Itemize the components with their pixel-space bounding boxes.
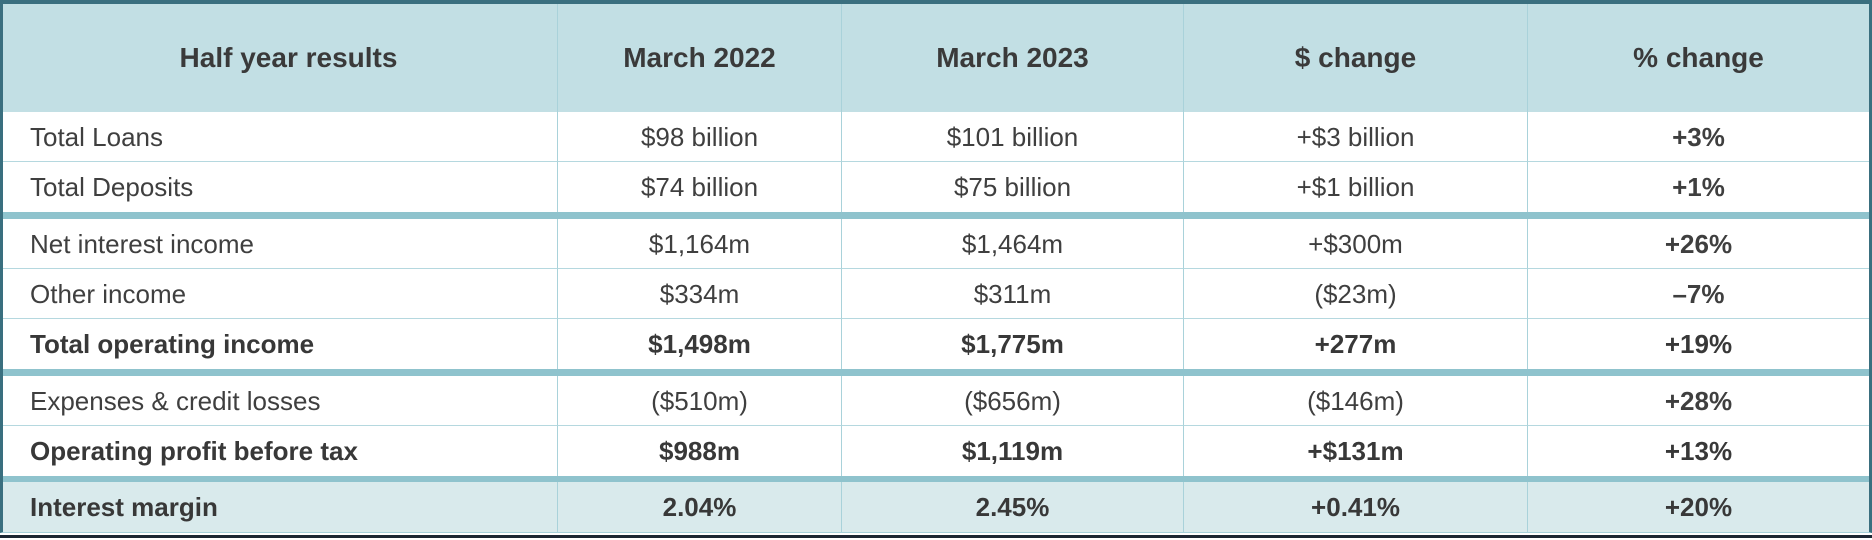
column-header-percent-change: % change <box>1633 42 1764 73</box>
percent-change-cell: +13% <box>1664 436 1733 466</box>
table-row-total-loans: Total Loans $98 billion $101 billion +$3… <box>3 112 1869 162</box>
row-label-cell: Total Deposits <box>3 162 558 212</box>
march-2022-cell: $1,164m <box>558 219 842 269</box>
table-row-other-income: Other income $334m $311m ($23m) –7% <box>3 269 1869 319</box>
percent-change-cell: +1% <box>1672 172 1725 202</box>
column-header-half-year-results: Half year results <box>3 4 558 112</box>
table-row-expenses-credit-losses: Expenses & credit losses ($510m) ($656m)… <box>3 376 1869 426</box>
dollar-change-cell: +277m <box>1184 319 1528 369</box>
table-row-total-operating-income: Total operating income $1,498m $1,775m +… <box>3 319 1869 369</box>
table-row-total-deposits: Total Deposits $74 billion $75 billion +… <box>3 162 1869 212</box>
march-2023-cell: $1,464m <box>842 219 1184 269</box>
march-2023-cell: $101 billion <box>842 112 1184 162</box>
percent-change-cell: +20% <box>1664 492 1733 522</box>
row-label-cell: Total Loans <box>3 112 558 162</box>
column-header-dollar-change: $ change <box>1184 4 1528 112</box>
column-header-march-2022: March 2022 <box>558 4 842 112</box>
dollar-change-cell: ($146m) <box>1184 376 1528 426</box>
march-2022-cell: $98 billion <box>558 112 842 162</box>
section-divider <box>3 369 1869 376</box>
bottom-rule <box>0 535 1872 538</box>
table-row-net-interest-income: Net interest income $1,164m $1,464m +$30… <box>3 219 1869 269</box>
percent-change-cell: +19% <box>1664 329 1733 359</box>
march-2022-cell: $988m <box>558 426 842 476</box>
table-row-operating-profit-before-tax: Operating profit before tax $988m $1,119… <box>3 426 1869 476</box>
row-label-cell: Expenses & credit losses <box>3 376 558 426</box>
percent-change-cell: +26% <box>1528 219 1869 269</box>
march-2022-cell: ($510m) <box>558 376 842 426</box>
march-2023-cell: $1,119m <box>842 426 1184 476</box>
march-2022-cell: 2.04% <box>558 482 842 532</box>
row-label-cell: Interest margin <box>3 482 558 532</box>
march-2023-cell: ($656m) <box>842 376 1184 426</box>
dollar-change-cell: +$131m <box>1184 426 1528 476</box>
march-2023-cell: $311m <box>842 269 1184 319</box>
row-label-cell: Operating profit before tax <box>3 426 558 476</box>
dollar-change-cell: +$3 billion <box>1184 112 1528 162</box>
dollar-change-cell: +0.41% <box>1184 482 1528 532</box>
row-label-cell: Net interest income <box>3 219 558 269</box>
march-2023-cell: 2.45% <box>842 482 1184 532</box>
section-divider <box>3 476 1869 482</box>
march-2023-cell: $75 billion <box>842 162 1184 212</box>
row-label-cell: Total operating income <box>3 319 558 369</box>
march-2022-cell: $74 billion <box>558 162 842 212</box>
dollar-change-cell: +$300m <box>1184 219 1528 269</box>
dollar-change-cell: +$1 billion <box>1184 162 1528 212</box>
percent-change-cell: +3% <box>1528 112 1869 162</box>
percent-change-cell: +28% <box>1528 376 1869 426</box>
column-header-march-2023: March 2023 <box>842 4 1184 112</box>
table-header-row: Half year results March 2022 March 2023 … <box>3 4 1869 112</box>
percent-change-cell: –7% <box>1528 269 1869 319</box>
dollar-change-cell: ($23m) <box>1184 269 1528 319</box>
table-row-interest-margin: Interest margin 2.04% 2.45% +0.41% +20% <box>3 482 1869 532</box>
row-label-cell: Other income <box>3 269 558 319</box>
march-2023-cell: $1,775m <box>842 319 1184 369</box>
march-2022-cell: $334m <box>558 269 842 319</box>
march-2022-cell: $1,498m <box>558 319 842 369</box>
section-divider <box>3 212 1869 219</box>
